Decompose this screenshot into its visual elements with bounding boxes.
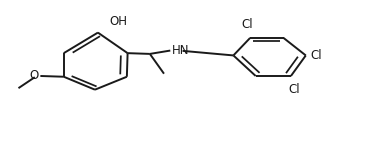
Text: HN: HN [172,44,190,57]
Text: Cl: Cl [288,83,300,96]
Text: Cl: Cl [310,49,322,62]
Text: OH: OH [109,15,127,28]
Text: Cl: Cl [241,18,253,31]
Text: O: O [29,69,39,82]
